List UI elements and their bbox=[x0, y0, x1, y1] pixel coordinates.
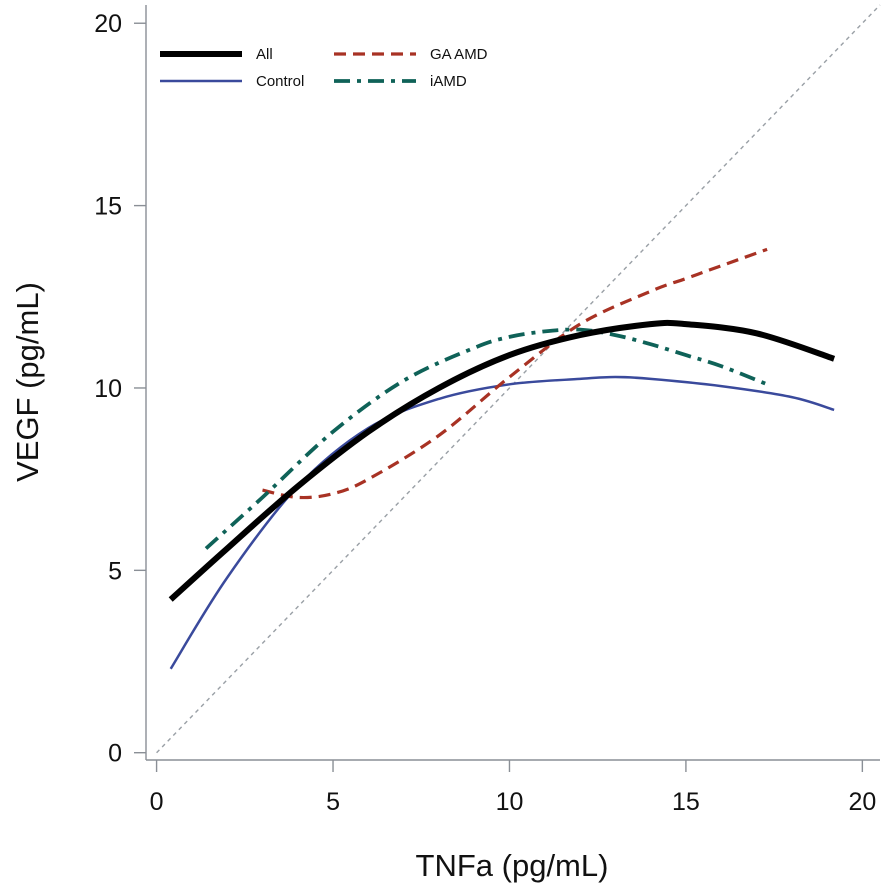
x-tick-label-5: 5 bbox=[326, 788, 340, 816]
legend-label-all: All bbox=[256, 46, 273, 63]
reference-line-layer bbox=[156, 4, 881, 754]
series-line-control bbox=[169, 375, 835, 670]
legend-label-control: Control bbox=[256, 73, 304, 90]
x-tick-label-15: 15 bbox=[672, 788, 700, 816]
y-axis-title: VEGF (pg/mL) bbox=[10, 282, 45, 482]
ticks: 0 5 10 15 20 0 5 10 15 20 bbox=[94, 10, 876, 816]
y-tick-label-0: 0 bbox=[108, 740, 122, 768]
y-tick-label-5: 5 bbox=[108, 557, 122, 585]
legend-label-iamd: iAMD bbox=[430, 73, 467, 90]
series-line-ga-amd bbox=[262, 247, 768, 500]
y-tick-label-10: 10 bbox=[94, 375, 122, 403]
x-tick-label-10: 10 bbox=[496, 788, 524, 816]
series-line-all bbox=[168, 319, 836, 602]
axes bbox=[145, 5, 880, 761]
x-tick-label-0: 0 bbox=[150, 788, 164, 816]
x-axis-title: TNFa (pg/mL) bbox=[416, 848, 609, 883]
series-layer bbox=[168, 247, 836, 670]
y-tick-label-15: 15 bbox=[94, 193, 122, 221]
legend-label-ga-amd: GA AMD bbox=[430, 46, 488, 63]
y-tick-label-20: 20 bbox=[94, 10, 122, 38]
reference-line-identity bbox=[156, 4, 881, 754]
legend: All GA AMD Control iAMD bbox=[160, 46, 488, 90]
series-line-iamd bbox=[204, 327, 768, 550]
x-tick-label-20: 20 bbox=[848, 788, 876, 816]
